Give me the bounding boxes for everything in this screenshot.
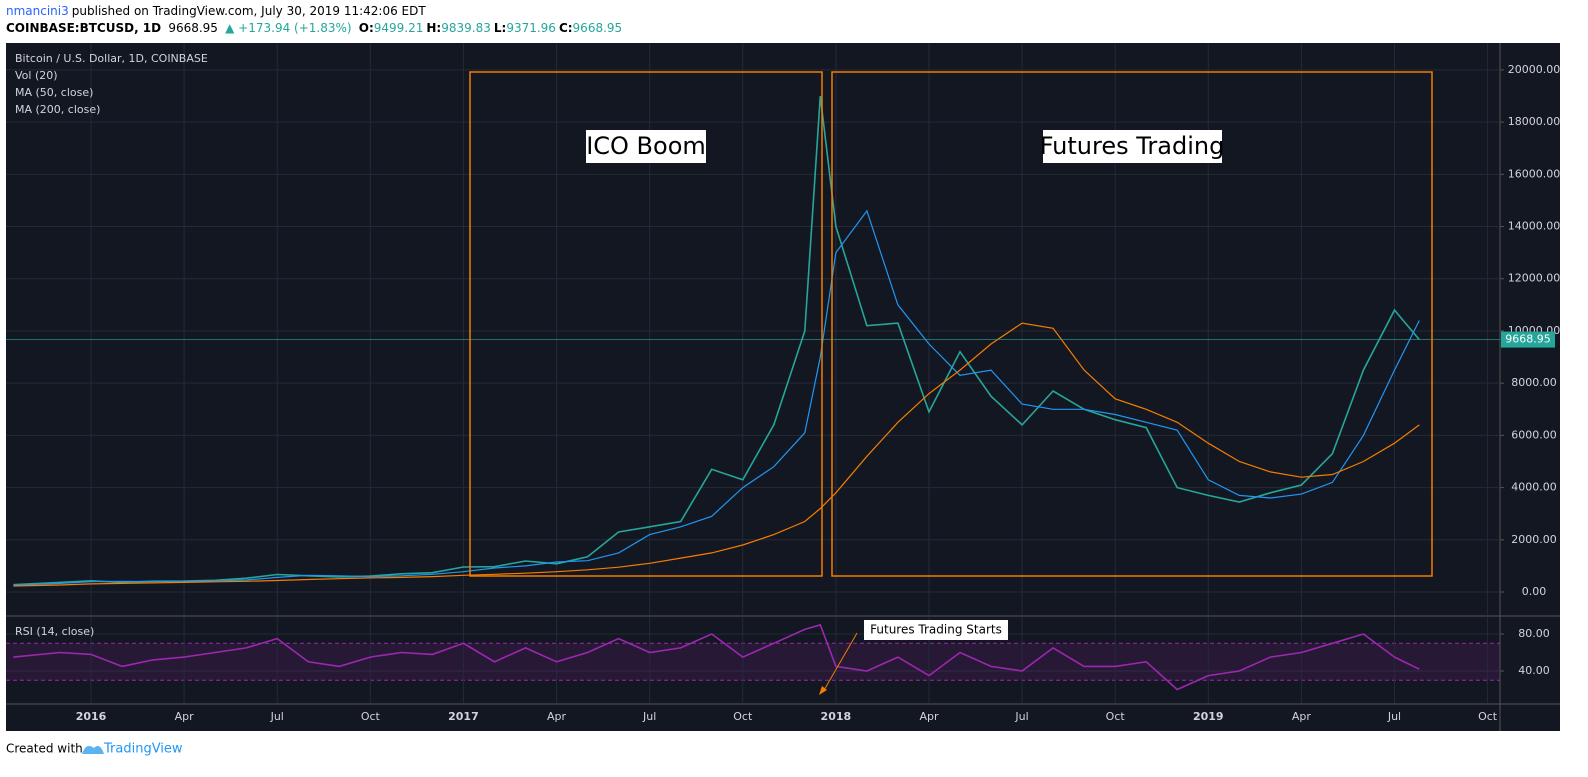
user[interactable]: nmancini3 — [6, 4, 69, 18]
legend-item: MA (200, close) — [15, 103, 100, 116]
x-tick-label: Jul — [642, 710, 656, 723]
series-line — [13, 623, 1420, 691]
publish-line: nmancini3 published on TradingView.com, J… — [6, 4, 429, 18]
legend-title: Bitcoin / U.S. Dollar, 1D, COINBASE — [15, 52, 208, 65]
last-price-label: 9668.95 — [1505, 333, 1551, 346]
y-tick-label: 4000.00 — [1511, 481, 1557, 494]
y-tick-label: 16000.00 — [1508, 167, 1561, 180]
ohlc-value: 9371.96 — [506, 21, 556, 35]
y-tick-label: 6000.00 — [1511, 428, 1557, 441]
last: 9668.95 — [168, 21, 218, 35]
ohlc-value: 9839.83 — [441, 21, 491, 35]
annotation: Futures Trading Starts — [870, 623, 1002, 637]
annotation-box — [469, 71, 823, 577]
y-tick-label: 12000.00 — [1508, 272, 1561, 285]
ohlc: O:9499.21 H:9839.83 L:9371.96 C:9668.95 — [359, 21, 625, 35]
y-tick-label: 80.00 — [1518, 627, 1550, 640]
ohlc-value: 9668.95 — [572, 21, 623, 35]
ohlc-label: C: — [558, 21, 573, 35]
label-box — [586, 130, 706, 163]
chart-bg — [6, 43, 1560, 731]
y-tick-label: 0.00 — [1522, 585, 1547, 598]
legend-item: RSI (14, close) — [15, 625, 94, 638]
label-box — [1043, 130, 1222, 163]
x-tick-label: 2019 — [1193, 710, 1224, 723]
series-line — [13, 95, 1420, 586]
y-tick-label: 20000.00 — [1508, 63, 1561, 76]
ohlc-value: 9499.21 — [373, 21, 424, 35]
x-tick-label: Jul — [1387, 710, 1401, 723]
x-tick-label: 2018 — [821, 710, 852, 723]
x-tick-label: Oct — [1106, 710, 1126, 723]
last-price-box — [1501, 331, 1555, 348]
y-tick-label: 14000.00 — [1508, 220, 1561, 233]
symbol: COINBASE:BTCUSD, 1D — [6, 21, 162, 35]
x-tick-label: Apr — [175, 710, 195, 723]
footer-brand[interactable]: TradingView — [103, 742, 183, 757]
y-tick-label: 2000.00 — [1511, 533, 1557, 546]
arrow — [822, 632, 858, 693]
x-tick-label: 2016 — [76, 710, 107, 723]
y-tick-label: 8000.00 — [1511, 376, 1557, 389]
annotation: Futures Trading — [1040, 132, 1225, 160]
legend-item: MA (50, close) — [15, 86, 93, 99]
x-tick-label: Oct — [1478, 710, 1498, 723]
x-tick-label: 2017 — [448, 710, 479, 723]
x-tick-label: Apr — [1292, 710, 1312, 723]
logo — [82, 746, 104, 754]
annotation-box — [831, 71, 1433, 577]
series-line — [13, 209, 1420, 586]
x-tick-label: Apr — [919, 710, 939, 723]
x-tick-label: Apr — [547, 710, 567, 723]
x-tick-label: Oct — [733, 710, 753, 723]
x-tick-label: Oct — [361, 710, 381, 723]
ohlc-label: L: — [493, 21, 507, 35]
y-tick-label: 18000.00 — [1508, 115, 1561, 128]
x-tick-label: Jul — [270, 710, 284, 723]
grid — [6, 43, 1504, 703]
label-box — [864, 620, 1008, 640]
rsi-band-fill — [6, 643, 1500, 681]
legend-item: Vol (20) — [15, 69, 58, 82]
annotation: ICO Boom — [586, 132, 706, 160]
published: published on TradingView.com, July 30, 2… — [71, 4, 426, 18]
symbol-line: COINBASE:BTCUSD, 1D 9668.95 ▲ +173.94 (+… — [6, 21, 628, 35]
footer: Created with — [6, 742, 83, 756]
plot — [6, 95, 1500, 691]
arrow-head — [819, 686, 827, 695]
ohlc-label: H: — [426, 21, 442, 35]
series-line — [13, 322, 1420, 587]
change: ▲ +173.94 (+1.83%) — [225, 21, 352, 35]
ohlc-label: O: — [358, 21, 374, 35]
y-tick-label: 40.00 — [1518, 664, 1550, 677]
x-tick-label: Jul — [1014, 710, 1028, 723]
